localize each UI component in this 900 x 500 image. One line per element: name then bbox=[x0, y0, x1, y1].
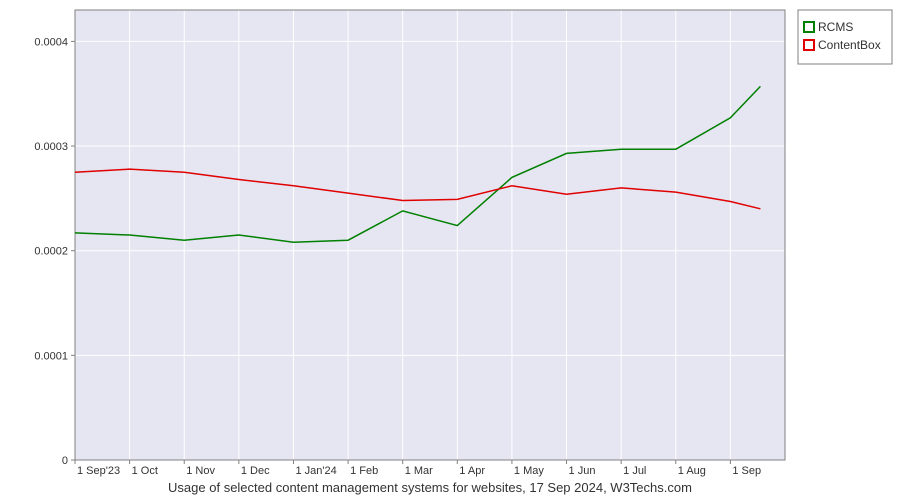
x-tick-label: 1 Dec bbox=[241, 465, 270, 477]
chart-container: 0 0.0001 0.0002 0.0003 0.0004 1 Sep'23 1 Oct 1 … bbox=[0, 0, 900, 500]
x-tick-label: 1 Feb bbox=[350, 465, 378, 477]
x-tick-label: 1 Sep'23 bbox=[77, 465, 120, 477]
x-tick-label: 1 Jul bbox=[623, 465, 646, 477]
x-tick-label: 1 Mar bbox=[405, 465, 433, 477]
x-tick-label: 1 Apr bbox=[459, 465, 485, 477]
y-tick-label: 0.0003 bbox=[34, 141, 68, 153]
chart-caption: Usage of selected content management sys… bbox=[168, 480, 692, 495]
y-tick-label: 0 bbox=[62, 455, 68, 467]
x-tick-label: 1 Sep bbox=[732, 465, 761, 477]
y-tick-label: 0.0001 bbox=[34, 350, 68, 362]
x-tick-label: 1 Jun bbox=[569, 465, 596, 477]
legend-box bbox=[798, 10, 892, 64]
y-tick-label: 0.0002 bbox=[34, 246, 68, 258]
x-tick-label: 1 Oct bbox=[132, 465, 158, 477]
x-tick-label: 1 Aug bbox=[678, 465, 706, 477]
line-chart: 0 0.0001 0.0002 0.0003 0.0004 1 Sep'23 1 Oct 1 … bbox=[0, 0, 900, 500]
x-tick-label: 1 Nov bbox=[186, 465, 215, 477]
x-tick-label: 1 Jan'24 bbox=[295, 465, 336, 477]
x-tick-label: 1 May bbox=[514, 465, 544, 477]
legend-label: ContentBox bbox=[818, 38, 881, 52]
y-tick-label: 0.0004 bbox=[34, 36, 68, 48]
legend-label: RCMS bbox=[818, 20, 853, 34]
